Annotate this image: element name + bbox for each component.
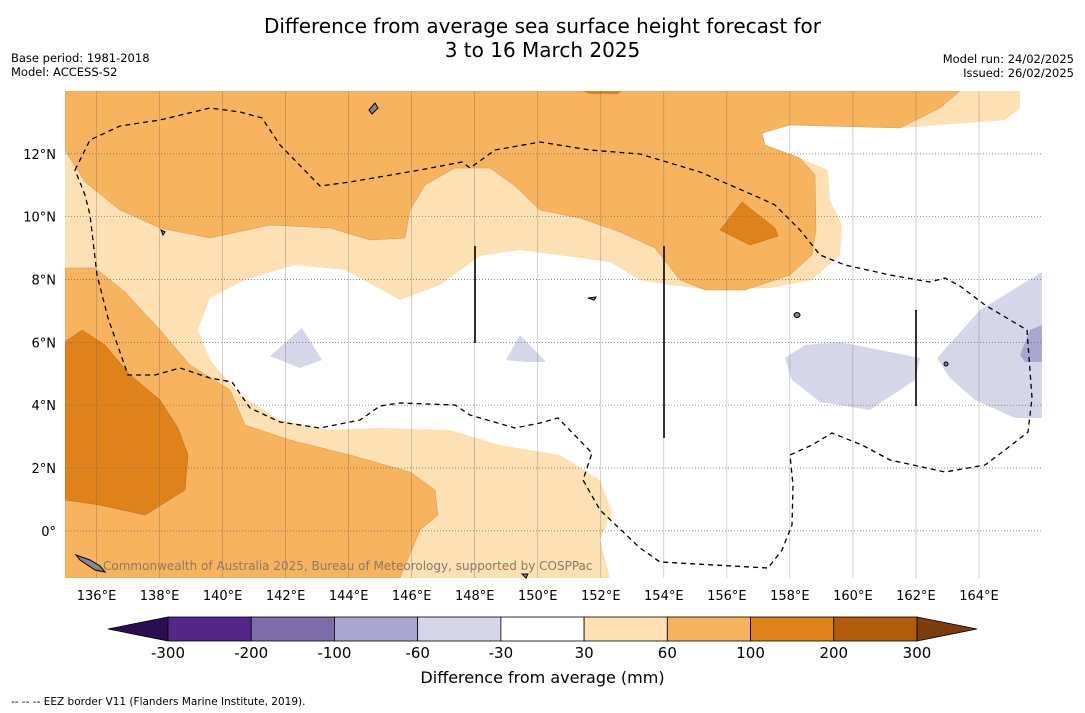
base-period-text: Base period: 1981-2018 — [11, 51, 150, 65]
lat-tick-label: 0° — [41, 525, 56, 540]
colorbar-tick-label: -300 — [151, 644, 185, 662]
lon-tick-label: 152°E — [581, 589, 621, 604]
meta-right: Model run: 24/02/2025 Issued: 26/02/2025 — [943, 52, 1074, 80]
island — [160, 228, 166, 237]
anomaly-100-200-patch — [719, 201, 779, 246]
lon-tick-label: 156°E — [707, 589, 747, 604]
colorbar-tick-label: -30 — [489, 644, 514, 662]
footnote: -- -- -- EEZ border V11 (Flanders Marine… — [11, 696, 306, 708]
colorbar-segment — [417, 616, 502, 642]
credit-text: Commonwealth of Australia 2025, Bureau o… — [103, 559, 593, 573]
issued-text: Issued: 26/02/2025 — [963, 66, 1074, 80]
lat-tick-label: 2°N — [32, 462, 57, 477]
anomaly-neutral — [198, 91, 1042, 578]
island — [368, 102, 379, 115]
lat-tick-label: 8°N — [32, 274, 57, 289]
colorbar-segment — [833, 616, 918, 642]
eez-border — [74, 107, 1033, 569]
meta-left: Base period: 1981-2018 Model: ACCESS-S2 — [11, 51, 150, 79]
title-line-2: 3 to 16 March 2025 — [444, 38, 641, 62]
colorbar-segment — [167, 616, 252, 642]
anomaly-100-200-top — [582, 91, 622, 94]
anomaly-60-100 — [65, 91, 961, 291]
anomaly-neg-1 — [270, 328, 322, 368]
island — [520, 573, 529, 579]
longitude-labels: 136°E 138°E 140°E 142°E 144°E 146°E 148°E 150°E… — [77, 589, 999, 604]
lon-tick-label: 144°E — [329, 589, 369, 604]
colorbar-title: Difference from average (mm) — [420, 668, 665, 687]
title-line-1: Difference from average sea surface heig… — [263, 14, 822, 38]
lon-tick-label: 140°E — [203, 589, 243, 604]
colorbar-tick-label: -100 — [317, 644, 351, 662]
colorbar-tick-label: -60 — [405, 644, 430, 662]
map-fill — [65, 91, 1042, 578]
lat-tick-label: 12°N — [23, 148, 56, 163]
anomaly-neg-4 — [937, 272, 1042, 418]
model-text: Model: ACCESS-S2 — [11, 65, 118, 79]
lat-tick-label: 6°N — [32, 336, 57, 351]
anomaly-neg-5 — [1020, 325, 1042, 362]
colorbar-segment — [334, 616, 419, 642]
map-title: Difference from average sea surface heig… — [0, 14, 1085, 62]
gridlines — [65, 91, 1042, 578]
colorbar-segment — [583, 616, 668, 642]
colorbar: -300 -200 -100 -60 -30 30 60 100 200 300 — [107, 616, 978, 662]
colorbar-tick-label: 100 — [736, 644, 765, 662]
colorbar-extend-low — [107, 616, 169, 642]
lon-tick-label: 150°E — [518, 589, 558, 604]
island — [587, 296, 598, 301]
anomaly-neg-2 — [506, 335, 546, 362]
lat-tick-label: 4°N — [32, 399, 57, 414]
colorbar-segment — [250, 616, 335, 642]
lon-tick-label: 148°E — [455, 589, 495, 604]
colorbar-tick-label: 300 — [903, 644, 932, 662]
colorbar-segment — [750, 616, 835, 642]
lon-tick-label: 136°E — [77, 589, 117, 604]
island — [793, 312, 801, 318]
lon-tick-label: 158°E — [770, 589, 810, 604]
anomaly-neg-3 — [785, 342, 920, 410]
colorbar-segment — [500, 616, 585, 642]
model-run-text: Model run: 24/02/2025 — [942, 52, 1074, 66]
lon-tick-label: 154°E — [644, 589, 684, 604]
islands — [74, 102, 949, 579]
boundary-lines — [474, 246, 917, 438]
lon-tick-label: 146°E — [392, 589, 432, 604]
lat-tick-label: 10°N — [23, 211, 56, 226]
latitude-labels: 0° 2°N 4°N 6°N 8°N 10°N 12°N — [23, 148, 56, 540]
lon-tick-label: 164°E — [959, 589, 999, 604]
lon-tick-label: 160°E — [833, 589, 873, 604]
colorbar-extend-high — [916, 616, 978, 642]
island — [943, 361, 949, 367]
colorbar-segment — [666, 616, 751, 642]
colorbar-tick-label: -200 — [234, 644, 268, 662]
colorbar-tick-label: 30 — [575, 644, 594, 662]
lon-tick-label: 138°E — [140, 589, 180, 604]
colorbar-tick-label: 60 — [658, 644, 677, 662]
lon-tick-label: 162°E — [896, 589, 936, 604]
colorbar-tick-label: 200 — [819, 644, 848, 662]
island — [74, 553, 107, 573]
lon-tick-label: 142°E — [266, 589, 306, 604]
